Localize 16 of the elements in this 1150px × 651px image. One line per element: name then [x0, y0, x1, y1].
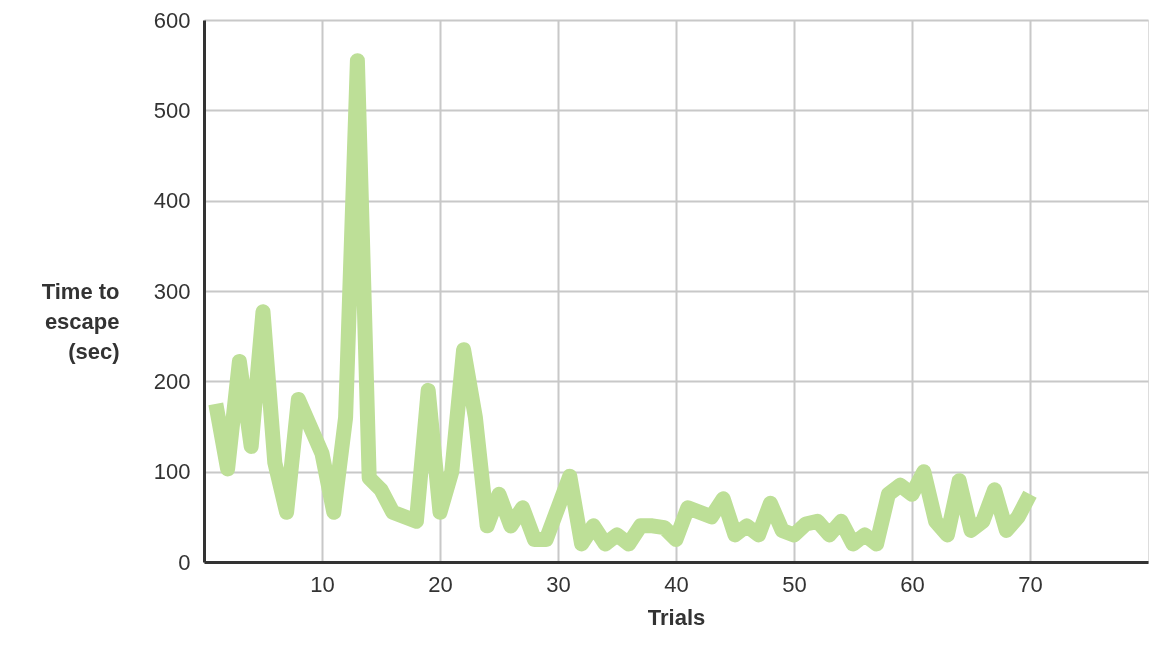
x-tick-label: 20 — [428, 571, 453, 597]
y-tick-label: 600 — [153, 7, 191, 33]
x-tick-label: 50 — [782, 571, 807, 597]
x-tick-label: 60 — [900, 571, 925, 597]
x-tick-label: 10 — [310, 571, 335, 597]
y-tick-label: 200 — [153, 368, 191, 394]
y-tick-label: 300 — [153, 278, 191, 304]
x-tick-label: 30 — [546, 571, 571, 597]
x-tick-label: 40 — [664, 571, 689, 597]
y-tick-label: 0 — [178, 549, 191, 575]
y-tick-label: 400 — [153, 188, 191, 214]
y-tick-label: 500 — [153, 97, 191, 123]
y-axis-title: Time to escape (sec) — [41, 278, 120, 364]
x-tick-label: 70 — [1018, 571, 1043, 597]
x-axis-title: Trials — [647, 604, 706, 630]
y-tick-label: 100 — [153, 459, 191, 485]
